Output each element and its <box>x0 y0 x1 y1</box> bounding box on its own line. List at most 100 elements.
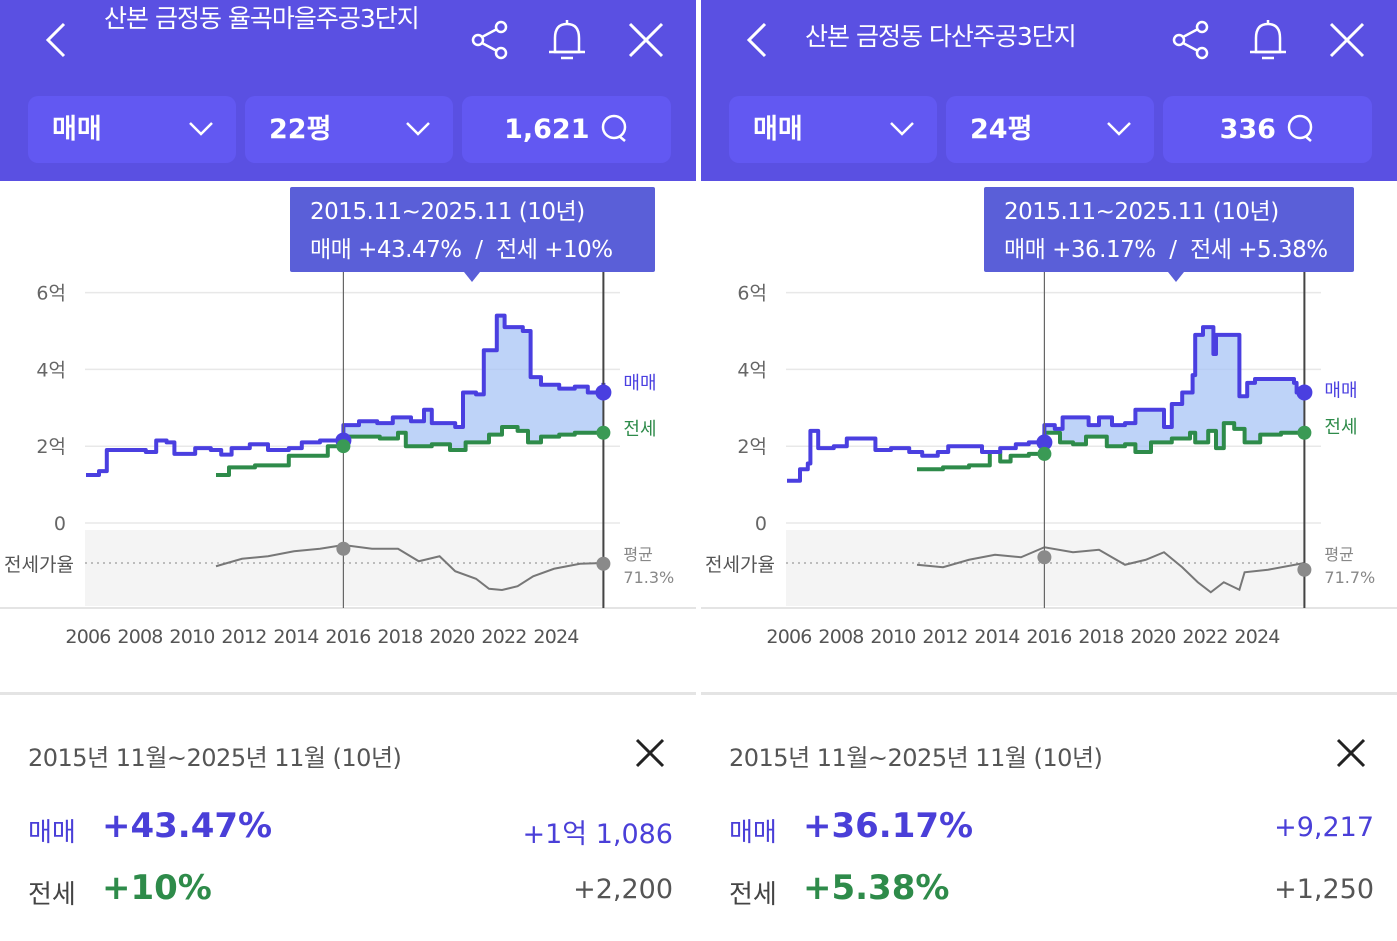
alarm-button[interactable] <box>1246 18 1290 62</box>
x-tick-label: 2020 <box>1130 626 1175 648</box>
jeonse-change-pct: +5.38% <box>803 868 950 908</box>
maemae-change-amount: +9,217 <box>1274 812 1374 843</box>
bell-icon <box>1250 20 1286 60</box>
ratio-label: 전세가율 <box>4 554 74 576</box>
legend-jeonse: 전세 <box>1324 417 1357 438</box>
legend-maemae: 매매 <box>623 373 656 394</box>
close-icon <box>1336 738 1366 768</box>
maemae-change-amount: +1억 1,086 <box>522 819 673 850</box>
x-tick-label: 2008 <box>117 626 162 648</box>
average-label: 평균 <box>1324 545 1353 564</box>
legend-maemae: 매매 <box>1324 381 1357 402</box>
jeonse-line <box>917 421 1307 472</box>
comments-button[interactable]: 336 <box>1163 96 1372 163</box>
jeonse-point <box>1297 425 1312 440</box>
tooltip-separator: / <box>1169 237 1177 263</box>
close-button[interactable] <box>624 18 668 62</box>
comments-button[interactable]: 1,621 <box>462 96 671 163</box>
tooltip-jeonse: 전세 +5.38% <box>1190 237 1328 263</box>
share-button[interactable] <box>468 18 512 62</box>
ratio-band <box>786 530 1306 606</box>
jeonse-label: 전세 <box>729 880 777 910</box>
close-button[interactable] <box>1325 18 1369 62</box>
maemae-label: 매매 <box>729 818 777 848</box>
divider <box>0 692 696 695</box>
close-icon <box>1329 22 1365 58</box>
x-tick-label: 2018 <box>1078 626 1123 648</box>
y-tick-label: 0 <box>755 513 767 535</box>
comment-count: 1,621 <box>504 114 590 145</box>
header: 산본 금정동 다산주공3단지 매매 24평 336 <box>701 0 1397 181</box>
ratio-point <box>1297 562 1312 577</box>
y-tick-label: 2억 <box>36 436 66 458</box>
x-tick-label: 2012 <box>221 626 266 648</box>
average-label: 평균 <box>623 545 652 564</box>
x-tick-label: 2020 <box>429 626 474 648</box>
trade-type-dropdown[interactable]: 매매 <box>28 96 236 163</box>
summary-jeonse-row: 전세 +10% +2,200 <box>28 868 673 912</box>
ratio-line <box>215 543 604 592</box>
ratio-line <box>916 546 1305 594</box>
size-dropdown[interactable]: 24평 <box>946 96 1154 163</box>
y-tick-label: 4억 <box>737 359 767 381</box>
x-tick-label: 2024 <box>1234 626 1280 648</box>
chevron-left-icon <box>45 22 66 58</box>
comment-count: 336 <box>1219 114 1276 145</box>
chevron-down-icon <box>406 122 430 136</box>
comment-icon <box>601 114 627 142</box>
chevron-down-icon <box>189 122 213 136</box>
price-chart[interactable]: 0 2억 4억 6억 2006 2008 2010 2012 2014 2016 2018 2020 2… <box>0 181 696 693</box>
y-tick-label: 6억 <box>737 283 767 305</box>
tooltip-maemae: 매매 +36.17% <box>1004 237 1156 263</box>
trade-type-dropdown[interactable]: 매매 <box>729 96 937 163</box>
x-tick-label: 2006 <box>65 626 110 648</box>
jeonse-change-amount: +2,200 <box>573 874 673 905</box>
complex-panel-yulgok: 산본 금정동 율곡마을주공3단지 매매 22평 1,621 0 2억 4억 6억 200… <box>0 0 696 941</box>
back-button[interactable] <box>739 20 775 60</box>
range-tooltip: 2015.11~2025.11 (10년) 매매 +36.17% / 전세 +5… <box>984 187 1354 272</box>
share-icon <box>471 20 508 60</box>
ratio-point <box>1037 550 1052 565</box>
maemae-change-pct: +43.47% <box>102 806 273 846</box>
close-icon <box>628 22 664 58</box>
y-tick-label: 6억 <box>36 283 66 305</box>
maemae-line <box>787 325 1307 483</box>
summary-close-button[interactable] <box>1333 735 1369 771</box>
x-tick-label: 2024 <box>533 626 579 648</box>
summary-close-button[interactable] <box>632 735 668 771</box>
share-icon <box>1172 20 1209 60</box>
maemae-point <box>1296 384 1313 401</box>
maemae-label: 매매 <box>28 818 76 848</box>
ratio-label: 전세가율 <box>705 554 775 576</box>
x-tick-label: 2014 <box>974 626 1020 648</box>
size-value: 24평 <box>970 114 1033 145</box>
ratio-point <box>596 556 611 571</box>
summary-maemae-row: 매매 +36.17% +9,217 <box>729 806 1374 850</box>
x-tick-label: 2022 <box>1182 626 1227 648</box>
summary-period: 2015년 11월~2025년 11월 (10년) <box>729 744 1103 772</box>
comment-icon <box>1288 114 1313 142</box>
price-chart[interactable]: 0 2억 4억 6억 2006 2008 2010 2012 2014 2016 2018 2020 2… <box>701 181 1397 693</box>
jeonse-point <box>336 439 351 454</box>
header: 산본 금정동 율곡마을주공3단지 매매 22평 1,621 <box>0 0 696 181</box>
x-tick-label: 2016 <box>325 626 370 648</box>
y-tick-label: 4억 <box>36 359 66 381</box>
jeonse-label: 전세 <box>28 880 76 910</box>
maemae-line <box>86 313 606 477</box>
summary-maemae-row: 매매 +43.47% +1억 1,086 <box>28 806 673 850</box>
chevron-left-icon <box>746 22 767 58</box>
maemae-change-pct: +36.17% <box>803 806 974 846</box>
x-tick-label: 2022 <box>481 626 526 648</box>
tooltip-separator: / <box>475 237 483 263</box>
size-dropdown[interactable]: 22평 <box>245 96 453 163</box>
x-tick-label: 2008 <box>818 626 863 648</box>
maemae-point <box>1036 434 1053 451</box>
back-button[interactable] <box>38 20 74 60</box>
range-area <box>343 315 604 451</box>
tooltip-arrow <box>464 272 480 282</box>
tooltip-maemae: 매매 +43.47% <box>310 237 462 263</box>
share-button[interactable] <box>1169 18 1213 62</box>
x-tick-label: 2014 <box>273 626 319 648</box>
page-title: 산본 금정동 다산주공3단지 <box>805 22 1077 51</box>
alarm-button[interactable] <box>545 18 589 62</box>
